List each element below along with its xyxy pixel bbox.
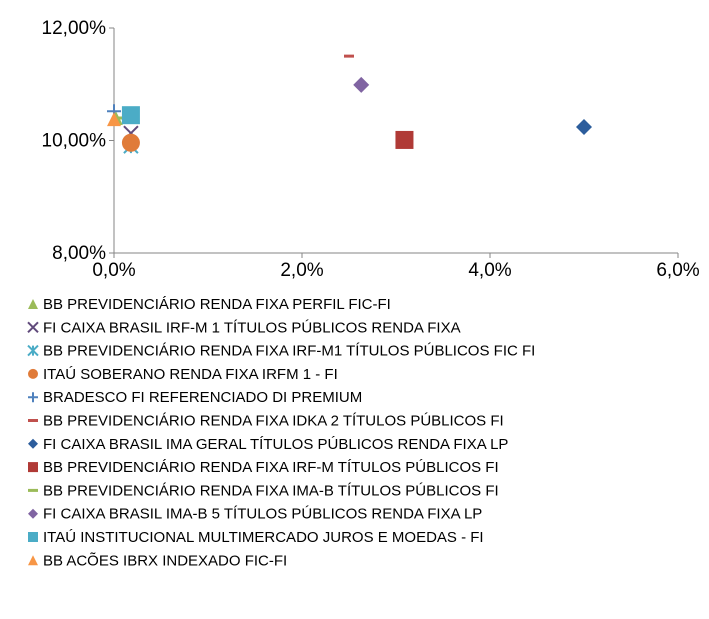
y-tick-label: 10,00%	[42, 131, 107, 152]
marker	[395, 130, 414, 149]
y-tick-label: 8,00%	[52, 243, 106, 264]
legend-label: BB ACÕES IBRX INDEXADO FIC-FI	[43, 552, 287, 569]
legend-label: FI CAIXA BRASIL IRF-M 1 TÍTULOS PÚBLICOS…	[43, 319, 461, 336]
legend-label: BB PREVIDENCIÁRIO RENDA FIXA PERFIL FIC-…	[43, 296, 391, 313]
legend-label: ITAÚ SOBERANO RENDA FIXA IRFM 1 - FI	[43, 366, 338, 383]
legend-label: FI CAIXA BRASIL IMA-B 5 TÍTULOS PÚBLICOS…	[43, 506, 482, 523]
legend-label: FI CAIXA BRASIL IMA GERAL TÍTULOS PÚBLIC…	[43, 436, 508, 453]
legend-label: BB PREVIDENCIÁRIO RENDA FIXA IRF-M TÍTUL…	[43, 459, 499, 476]
marker	[344, 54, 354, 58]
marker	[353, 76, 370, 93]
legend-label: BB PREVIDENCIÁRIO RENDA FIXA IMA-B TÍTUL…	[43, 482, 499, 499]
legend-marker	[27, 344, 39, 357]
legend-label: BB PREVIDENCIÁRIO RENDA FIXA IRF-M1 TÍTU…	[43, 343, 535, 360]
legend-marker	[28, 462, 38, 473]
legend-marker	[28, 555, 38, 566]
legend-marker	[28, 392, 38, 403]
x-tick-label: 6,0%	[656, 260, 699, 281]
x-tick-label: 0,0%	[92, 260, 135, 281]
legend-marker	[28, 438, 38, 449]
marker	[576, 119, 592, 135]
y-tick-label: 12,00%	[42, 18, 107, 39]
x-tick-label: 2,0%	[280, 260, 323, 281]
legend-marker	[28, 508, 38, 519]
x-tick-label: 4,0%	[468, 260, 511, 281]
marker	[107, 112, 121, 127]
legend-marker	[28, 532, 38, 542]
legend-marker	[28, 488, 38, 492]
legend-label: BB PREVIDENCIÁRIO RENDA FIXA IDKA 2 TÍTU…	[43, 412, 504, 429]
marker	[121, 106, 140, 125]
legend-marker	[28, 299, 38, 309]
marker	[121, 133, 140, 152]
legend-marker	[28, 368, 38, 379]
legend-label: ITAÚ INSTITUCIONAL MULTIMERCADO JUROS E …	[43, 529, 484, 546]
legend-label: BRADESCO FI REFERENCIADO DI PREMIUM	[43, 389, 362, 406]
legend-marker	[28, 419, 38, 422]
legend-marker	[27, 321, 39, 334]
